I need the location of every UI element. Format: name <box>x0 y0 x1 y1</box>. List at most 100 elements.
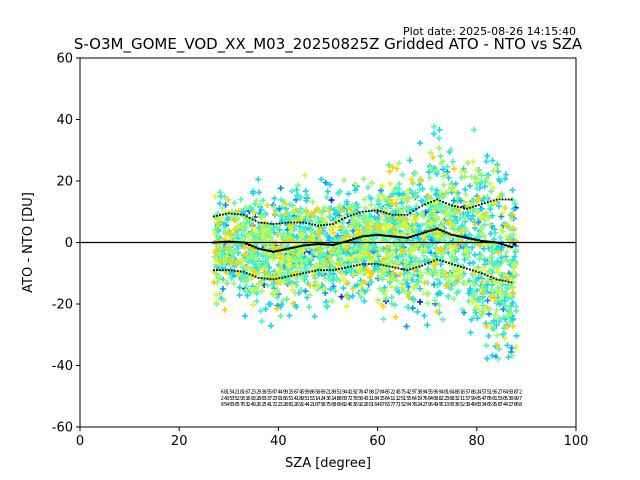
spread-marker <box>468 268 471 271</box>
count-annotation: 29 <box>408 390 415 396</box>
count-annotation: 57 <box>398 390 405 396</box>
count-annotation: 31 <box>312 396 319 402</box>
count-annotation: 61 <box>328 396 335 402</box>
count-annotation: 24 <box>392 390 399 396</box>
x-tick-label: 100 <box>564 434 589 449</box>
count-annotation: 42 <box>317 396 324 402</box>
spread-marker <box>388 213 391 215</box>
count-annotation: 63 <box>349 402 356 408</box>
count-annotation: 35 <box>231 396 238 402</box>
count-annotation: 16 <box>242 390 249 396</box>
spread-marker <box>349 265 352 268</box>
count-annotation: 82 <box>414 402 421 408</box>
count-annotation: 99 <box>435 402 442 408</box>
spread-marker <box>218 214 221 217</box>
count-annotation: 40 <box>226 402 233 408</box>
count-annotation: 99 <box>510 396 517 402</box>
spread-marker <box>213 269 215 272</box>
spread-marker <box>477 271 480 274</box>
spread-marker <box>275 222 278 225</box>
spread-marker <box>400 213 403 216</box>
y-tick-label: 60 <box>56 52 73 67</box>
spread-marker <box>430 260 433 263</box>
count-annotation: 32 <box>280 402 287 408</box>
spread-marker <box>323 269 325 272</box>
count-annotation: 41 <box>387 396 394 402</box>
y-tick-label: -40 <box>52 359 73 374</box>
spread-marker <box>418 206 421 209</box>
count-annotation: 16 <box>280 396 287 402</box>
count-annotation: 54 <box>478 396 485 402</box>
count-annotation: 70 <box>510 402 517 408</box>
spread-marker <box>239 270 242 273</box>
spread-marker <box>332 223 334 225</box>
spread-marker <box>314 269 317 272</box>
count-annotation: 62 <box>258 402 265 408</box>
spread-marker <box>495 278 498 281</box>
count-annotation: 46 <box>382 390 389 396</box>
count-annotation: 50 <box>269 390 276 396</box>
count-annotation: 33 <box>451 402 458 408</box>
count-annotation: 56 <box>290 390 297 396</box>
spread-marker <box>224 213 227 215</box>
spread-marker <box>323 224 325 226</box>
spread-marker <box>242 213 245 216</box>
spread-marker <box>394 266 397 269</box>
count-annotation: 41 <box>414 396 421 402</box>
y-axis: -60 -40 -20 0 20 40 60 <box>52 52 80 436</box>
count-annotation: 73 <box>414 390 421 396</box>
count-annotation: 95 <box>333 390 340 396</box>
count-annotation: 62 <box>494 390 501 396</box>
spread-marker <box>400 268 403 270</box>
spread-marker <box>421 264 424 267</box>
spread-marker <box>379 210 382 213</box>
spread-marker <box>501 198 504 201</box>
spread-marker <box>284 221 287 224</box>
spread-marker <box>382 264 385 267</box>
spread-marker <box>406 269 409 272</box>
count-annotation: 31 <box>242 396 249 402</box>
spread-marker <box>290 221 293 224</box>
count-annotation: 42 <box>231 390 238 396</box>
count-annotation: 59 <box>301 390 308 396</box>
count-annotation: 82 <box>473 390 480 396</box>
spread-marker <box>218 269 221 272</box>
spread-marker <box>329 223 331 226</box>
spread-marker <box>215 269 218 272</box>
spread-marker <box>451 263 453 265</box>
count-annotation: 53 <box>505 396 512 402</box>
spread-marker <box>376 209 379 212</box>
spread-marker <box>507 198 510 201</box>
count-annotation: 36 <box>446 396 453 402</box>
spread-marker <box>418 265 421 268</box>
spread-marker <box>352 264 355 267</box>
spread-marker <box>442 260 444 263</box>
spread-marker <box>489 276 492 278</box>
count-annotation: 30 <box>446 402 453 408</box>
spread-marker <box>448 203 450 206</box>
count-annotation: 11 <box>392 396 399 402</box>
count-annotation: 97 <box>516 396 523 402</box>
spread-marker <box>293 274 296 276</box>
count-annotation: 38 <box>510 390 517 396</box>
count-annotation: 85 <box>355 396 362 402</box>
spread-marker <box>474 205 477 207</box>
count-annotation: 64 <box>360 396 367 402</box>
count-annotation: 59 <box>430 390 437 396</box>
count-annotation: 18 <box>237 390 244 396</box>
count-annotation: 43 <box>323 396 330 402</box>
count-annotation: 12 <box>290 402 297 408</box>
spread-marker <box>320 269 322 272</box>
spread-marker <box>245 272 248 274</box>
spread-marker <box>260 277 263 280</box>
count-annotation: 17 <box>269 402 276 408</box>
spread-marker <box>492 277 495 280</box>
spread-marker <box>335 268 337 271</box>
count-annotation: 98 <box>306 390 313 396</box>
count-annotation: 91 <box>285 390 292 396</box>
count-annotation: 72 <box>269 396 276 402</box>
spread-marker <box>483 202 486 205</box>
spread-marker <box>495 198 498 201</box>
spread-marker <box>239 213 242 216</box>
spread-marker <box>317 224 319 227</box>
